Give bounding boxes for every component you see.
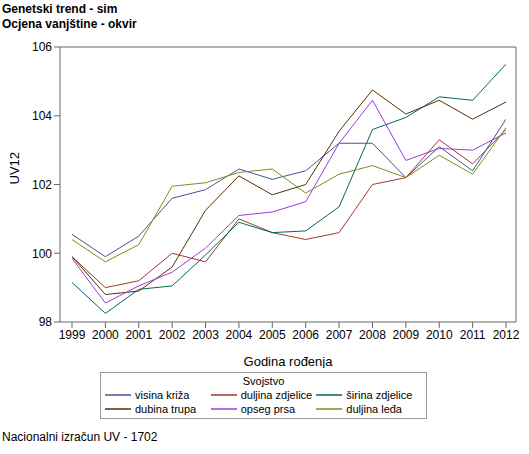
svg-text:2003: 2003 [192,328,219,342]
svg-text:2009: 2009 [392,328,419,342]
svg-text:104: 104 [32,109,52,123]
svg-text:2001: 2001 [125,328,152,342]
svg-text:2006: 2006 [292,328,319,342]
svg-text:2002: 2002 [159,328,186,342]
svg-text:2005: 2005 [259,328,286,342]
html-text:širina zdjelice: širina zdjelice [346,389,413,401]
html-text:duljina leđa: duljina leđa [346,403,402,415]
html-text:opseg prsa: opseg prsa [240,403,296,415]
svg-text:98: 98 [39,315,53,329]
html-text:Ocjena vanjštine - okvir: Ocjena vanjštine - okvir [2,17,137,31]
html-text:duljina zdjelice: duljina zdjelice [240,389,313,401]
html-text:Nacionalni izračun UV - 1702: Nacionalni izračun UV - 1702 [2,430,158,444]
svg-text:UV12: UV12 [8,152,22,185]
svg-text:2011: 2011 [460,328,486,342]
svg-text:102: 102 [32,178,52,192]
svg-text:2012: 2012 [493,328,520,342]
svg-text:2007: 2007 [326,328,353,342]
svg-text:2010: 2010 [426,328,453,342]
svg-text:106: 106 [32,40,52,54]
html-text:visina križa: visina križa [135,389,190,401]
svg-text:100: 100 [32,247,52,261]
svg-text:2004: 2004 [226,328,253,342]
svg-text:2008: 2008 [359,328,386,342]
html-text:dubina trupa: dubina trupa [135,403,197,415]
html-text:Genetski trend - sim: Genetski trend - sim [2,2,118,16]
svg-text:Godina rođenja: Godina rođenja [244,354,334,368]
html-text:Svojstvo: Svojstvo [242,375,285,387]
svg-text:1999: 1999 [59,328,86,342]
svg-text:2000: 2000 [92,328,119,342]
